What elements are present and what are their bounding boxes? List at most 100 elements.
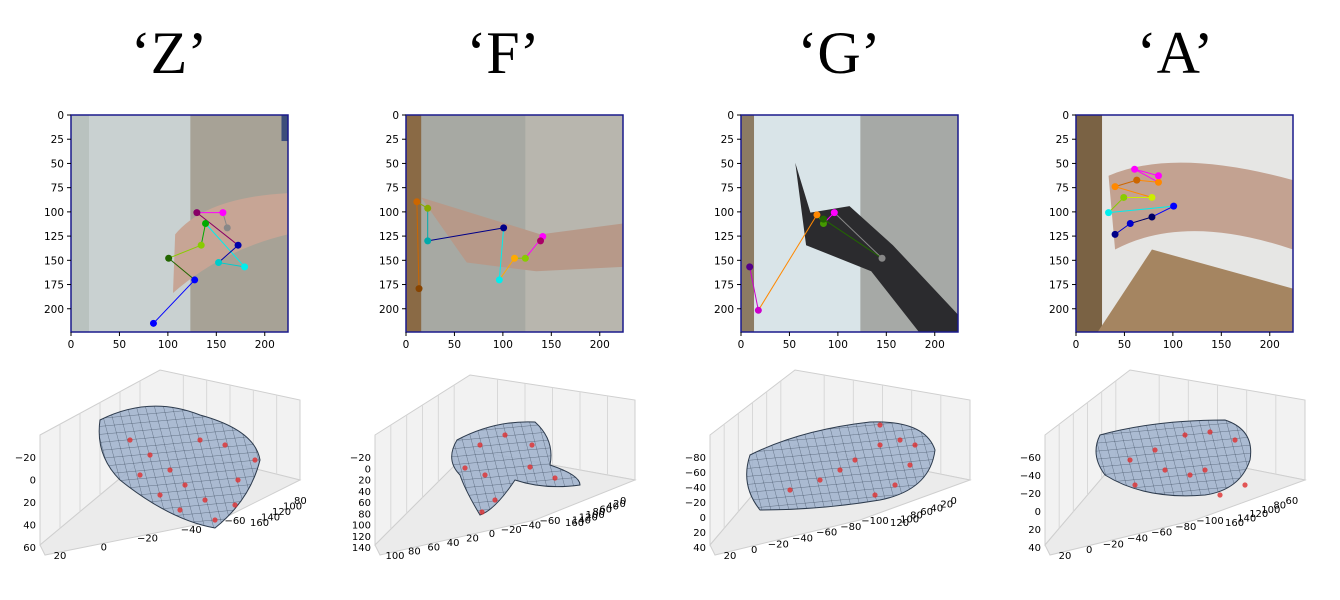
image-panel-g: 0 50 100 150 200 0 25 50 75 100 125 150 175 200 bbox=[714, 110, 959, 351]
x-tick-label: 20 bbox=[466, 534, 479, 545]
y-tick-label: 200 bbox=[44, 304, 64, 316]
x-tick-label: −60 bbox=[1151, 528, 1172, 539]
mesh-keypoint bbox=[897, 437, 903, 443]
mesh-edge bbox=[1136, 420, 1178, 496]
mesh-keypoint bbox=[892, 482, 898, 488]
y-tick-label: 25 bbox=[51, 134, 64, 146]
y-tick-label: 175 bbox=[714, 280, 734, 292]
y-tick-label: 125 bbox=[714, 231, 734, 243]
keypoint-marker bbox=[219, 209, 227, 217]
image-panel-a: 0 50 100 150 200 0 25 50 75 100 125 150 175 200 bbox=[1049, 110, 1294, 351]
y-tick-label: 125 bbox=[379, 231, 399, 243]
z-tick-label: 140 bbox=[352, 543, 371, 554]
skeleton-bone bbox=[427, 227, 504, 242]
mesh-edge bbox=[99, 481, 260, 503]
y-tick-label: 160 bbox=[565, 518, 584, 529]
y-tick-label: 60 bbox=[920, 507, 933, 518]
mesh-edge bbox=[529, 421, 571, 515]
mesh-edge bbox=[756, 421, 798, 510]
keypoint-marker bbox=[495, 276, 503, 284]
y-tick-label: 160 bbox=[1225, 518, 1244, 529]
keypoint-marker bbox=[197, 241, 205, 249]
mesh-keypoint bbox=[482, 472, 488, 478]
y-tick-label: 150 bbox=[1049, 255, 1069, 267]
keypoint-marker bbox=[424, 204, 432, 212]
mesh-edge bbox=[451, 421, 481, 515]
mesh-edge bbox=[1096, 420, 1133, 496]
mesh-panel-a: −60−40−2002040200−20−40−60−80−1006080100… bbox=[1020, 369, 1307, 562]
mesh-keypoint bbox=[167, 467, 173, 473]
mesh-edge bbox=[511, 421, 553, 515]
mesh-edge bbox=[99, 489, 260, 511]
mesh-edge bbox=[99, 473, 260, 495]
x-tick-label: −40 bbox=[1127, 534, 1148, 545]
background-panel bbox=[525, 115, 623, 332]
x-tick-label: 200 bbox=[590, 339, 610, 351]
skeleton-bone bbox=[833, 212, 883, 259]
x-tick-label: 0 bbox=[403, 339, 410, 351]
skeleton-bone bbox=[498, 227, 505, 280]
mesh-edge bbox=[846, 421, 888, 510]
mesh-keypoint bbox=[1132, 482, 1138, 488]
x-tick-label: 40 bbox=[447, 538, 460, 549]
photo bbox=[1076, 115, 1293, 332]
mesh-keypoint bbox=[157, 492, 163, 498]
mesh-keypoint bbox=[1187, 472, 1193, 478]
mesh-keypoint bbox=[492, 497, 498, 503]
y-tick-label: 125 bbox=[1049, 231, 1069, 243]
skeleton-bone bbox=[1114, 186, 1153, 198]
image-frame bbox=[70, 114, 289, 333]
y-tick-label: 100 bbox=[900, 514, 919, 525]
x-tick-label: 150 bbox=[1211, 339, 1231, 351]
skeleton-bone bbox=[749, 266, 759, 311]
skeleton-bone bbox=[823, 218, 883, 259]
x-tick-label: 0 bbox=[1073, 339, 1080, 351]
x-tick-label: 50 bbox=[1118, 339, 1131, 351]
hand-region bbox=[1108, 162, 1293, 250]
y-tick-label: 100 bbox=[283, 502, 302, 513]
y-tick-label: 140 bbox=[261, 513, 280, 524]
keypoint-marker bbox=[1111, 183, 1119, 191]
mesh-keypoint bbox=[907, 462, 913, 468]
keypoint-marker bbox=[1133, 176, 1141, 184]
x-tick-label: 100 bbox=[493, 339, 513, 351]
mesh-keypoint bbox=[1242, 482, 1248, 488]
background-edge bbox=[71, 115, 89, 332]
z-tick-label: −60 bbox=[1020, 453, 1041, 464]
keypoint-marker bbox=[234, 241, 242, 249]
skeleton-bone bbox=[153, 279, 196, 324]
y-tick-label: 150 bbox=[714, 255, 734, 267]
z-tick-label: 20 bbox=[1028, 525, 1041, 536]
mesh-edge bbox=[457, 421, 499, 515]
z-tick-label: 60 bbox=[23, 543, 36, 554]
mesh-edge bbox=[502, 421, 544, 515]
x-tick-label: 0 bbox=[101, 542, 107, 553]
mesh-edge bbox=[185, 406, 227, 528]
z-tick-label: −40 bbox=[1020, 471, 1041, 482]
mesh-edge bbox=[1109, 420, 1151, 496]
y-tick-label: 25 bbox=[1056, 134, 1069, 146]
x-tick-label: 100 bbox=[1163, 339, 1183, 351]
skeleton-bone bbox=[196, 212, 239, 246]
x-tick-label: 200 bbox=[255, 339, 275, 351]
mesh-keypoint bbox=[462, 465, 468, 471]
y-tick-label: 75 bbox=[51, 183, 64, 195]
y-tick-label: 120 bbox=[890, 518, 909, 529]
z-tick-label: −20 bbox=[350, 453, 371, 464]
keypoint-marker bbox=[754, 306, 762, 314]
mesh-keypoint bbox=[177, 507, 183, 513]
mesh-edge bbox=[909, 421, 936, 510]
mesh-edge bbox=[746, 465, 936, 487]
column-title-f: ‘F’ bbox=[466, 20, 540, 86]
y-tick-label: 0 bbox=[392, 110, 399, 122]
y-tick-label: 50 bbox=[386, 158, 399, 170]
keypoint-marker bbox=[1131, 165, 1139, 173]
y-tick-label: 150 bbox=[379, 255, 399, 267]
x-tick-label: 0 bbox=[751, 545, 757, 556]
mesh-edge bbox=[451, 421, 581, 439]
photo bbox=[71, 115, 288, 332]
x-tick-label: 50 bbox=[783, 339, 796, 351]
mesh-edge bbox=[99, 406, 260, 423]
y-tick-label: 100 bbox=[586, 510, 605, 521]
y-tick-label: 75 bbox=[1056, 183, 1069, 195]
